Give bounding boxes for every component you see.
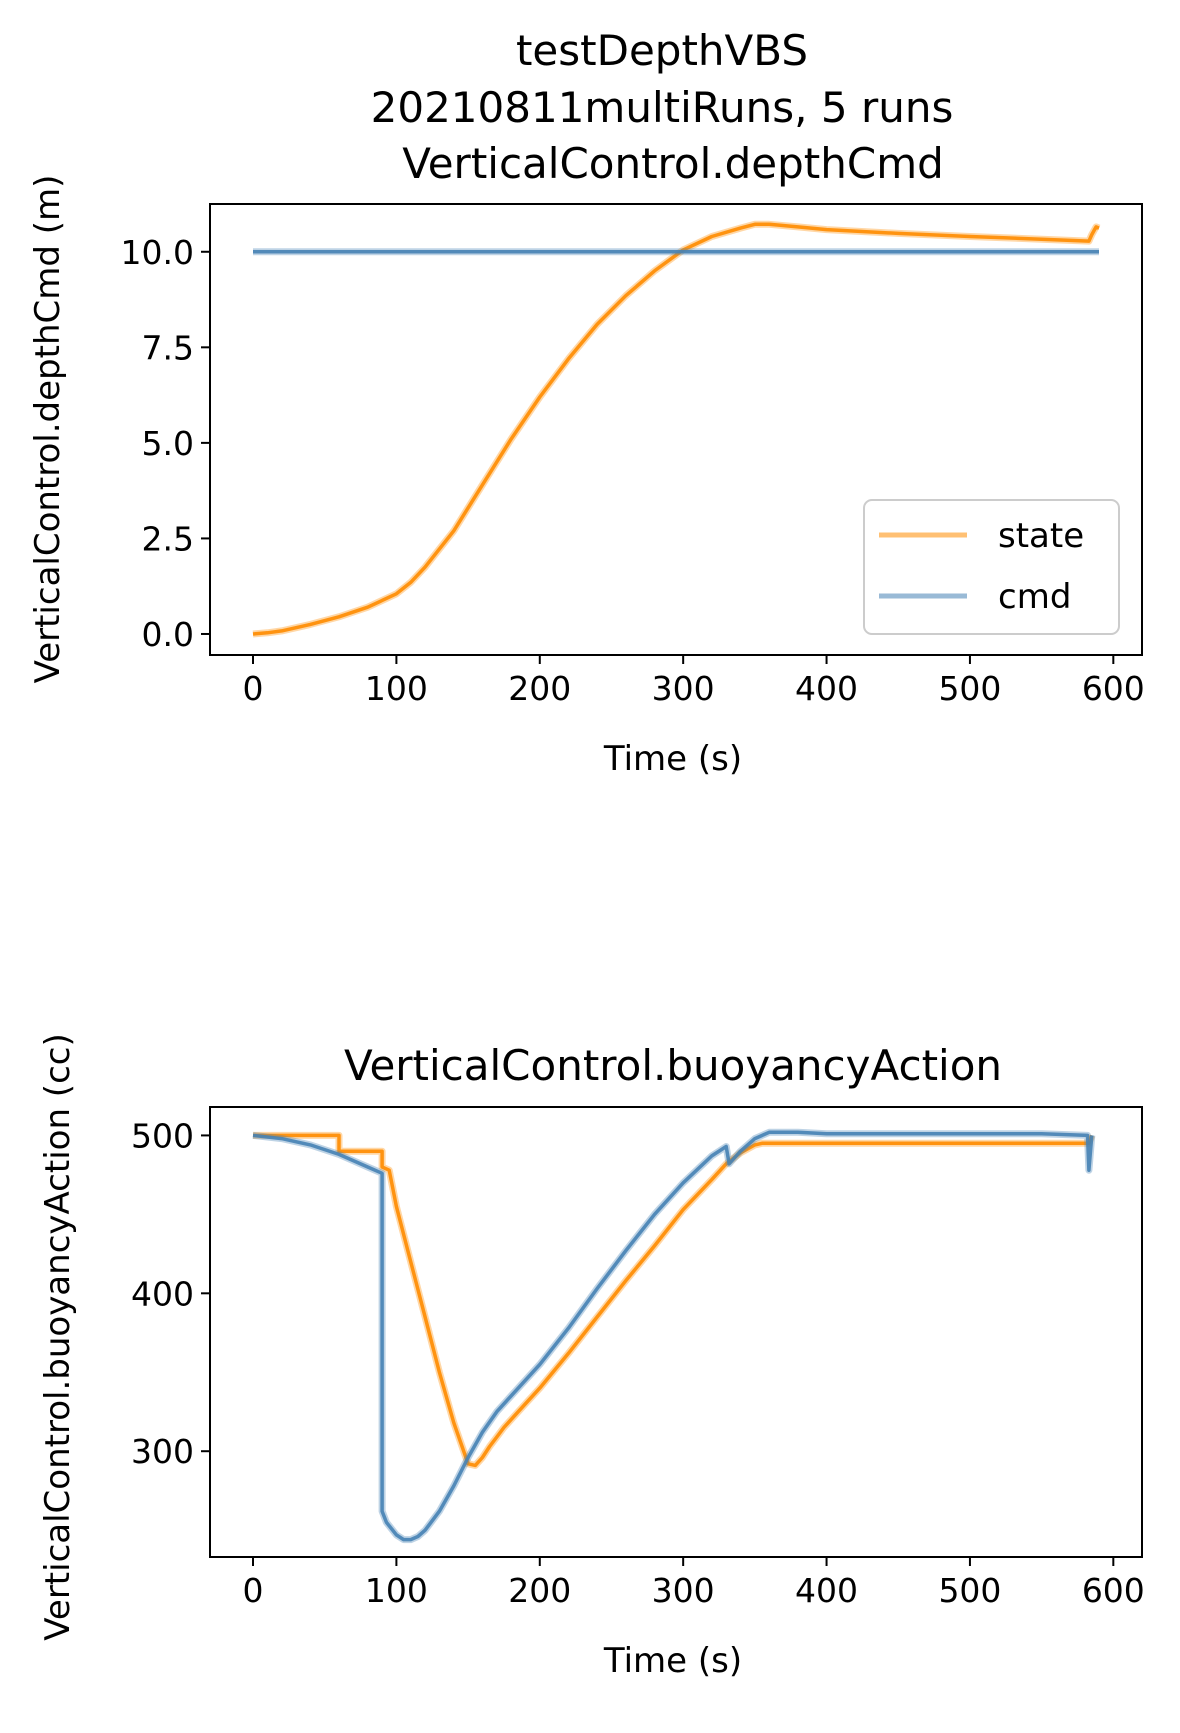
depth-plot-x-tick-label: 200 — [508, 669, 571, 708]
depth-plot-legend: state cmd — [863, 499, 1120, 635]
buoyancy-plot-frame — [209, 1106, 1143, 1558]
buoyancy-plot-series-state — [253, 1133, 1094, 1468]
buoyancy-plot-x-ticks: 0 100 200 300 400 500 600 — [243, 1557, 1145, 1610]
depth-plot-series — [252, 220, 1101, 638]
depth-plot-x-tick-label: 600 — [1082, 669, 1145, 708]
buoyancy-plot-y-ticks: 300 400 500 — [131, 1116, 210, 1471]
depth-plot-y-label: VerticalControl.depthCmd (m) — [28, 175, 68, 684]
buoyancy-plot-x-tick-label: 400 — [795, 1571, 858, 1610]
depth-plot-title-line-2: 20210811multiRuns, 5 runs — [371, 83, 954, 132]
buoyancy-plot-x-label: Time (s) — [603, 1641, 742, 1681]
buoyancy-plot-y-tick-label: 500 — [131, 1116, 194, 1155]
depth-plot-y-tick-label: 0.0 — [142, 615, 194, 654]
depth-plot-x-ticks: 0 100 200 300 400 500 600 — [243, 655, 1145, 708]
depth-plot-title-line-1: testDepthVBS — [516, 26, 808, 75]
buoyancy-plot-x-tick-label: 200 — [508, 1571, 571, 1610]
buoyancy-plot-series — [252, 1128, 1096, 1544]
buoyancy-plot-y-tick-label: 400 — [131, 1274, 194, 1313]
depth-plot-x-tick-label: 0 — [243, 669, 264, 708]
depth-plot-title-line-3: VerticalControl.depthCmd — [402, 139, 944, 188]
depth-plot-y-tick-label: 10.0 — [121, 233, 194, 272]
buoyancy-plot-y-tick-label: 300 — [131, 1432, 194, 1471]
legend-label-state: state — [998, 516, 1084, 556]
depth-plot-x-label: Time (s) — [603, 739, 742, 779]
depth-plot-y-tick-label: 2.5 — [142, 519, 194, 558]
buoyancy-plot: VerticalControl.buoyancyAction 0 100 200 30… — [38, 1033, 1145, 1681]
buoyancy-plot-y-label: VerticalControl.buoyancyAction (cc) — [38, 1033, 78, 1640]
depth-plot: testDepthVBS 20210811multiRuns, 5 runs V… — [28, 26, 1145, 779]
depth-plot-series-state — [252, 222, 1100, 636]
depth-plot-y-tick-label: 7.5 — [142, 328, 194, 367]
buoyancy-plot-x-tick-label: 0 — [243, 1571, 264, 1610]
buoyancy-plot-series-cmd — [252, 1130, 1094, 1542]
buoyancy-plot-x-tick-label: 100 — [365, 1571, 428, 1610]
buoyancy-plot-x-tick-label: 300 — [652, 1571, 715, 1610]
depth-plot-y-ticks: 0.0 2.5 5.0 7.5 10.0 — [121, 233, 210, 654]
depth-plot-x-tick-label: 500 — [938, 669, 1001, 708]
depth-plot-y-tick-label: 5.0 — [142, 424, 194, 463]
buoyancy-plot-title: VerticalControl.buoyancyAction — [344, 1041, 1002, 1090]
buoyancy-plot-x-tick-label: 500 — [938, 1571, 1001, 1610]
depth-plot-x-tick-label: 300 — [652, 669, 715, 708]
buoyancy-plot-x-tick-label: 600 — [1082, 1571, 1145, 1610]
depth-plot-x-tick-label: 400 — [795, 669, 858, 708]
depth-plot-x-tick-label: 100 — [365, 669, 428, 708]
legend-label-cmd: cmd — [998, 577, 1071, 617]
depth-plot-frame — [209, 203, 1143, 656]
